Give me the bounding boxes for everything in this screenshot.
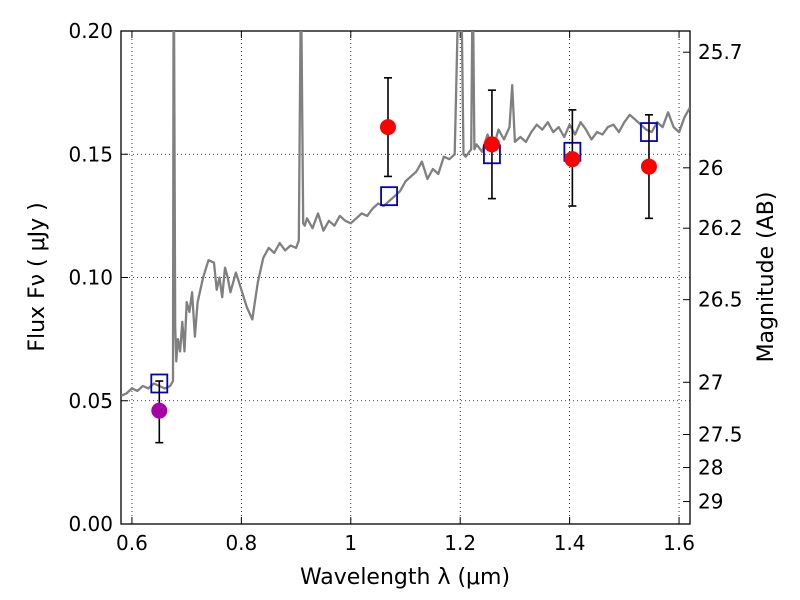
x-tick-label: 1.2 xyxy=(444,531,476,555)
right-axis-tick-label: 29 xyxy=(698,490,723,514)
grid xyxy=(121,30,690,525)
x-axis-label: Wavelength λ (μm) xyxy=(300,565,510,590)
x-tick-label: 0.8 xyxy=(225,531,257,555)
y-tick-label: 0.10 xyxy=(68,266,113,290)
observed-data-point xyxy=(564,151,581,168)
right-axis-tick-label: 27.5 xyxy=(698,423,743,447)
model-sed-line xyxy=(121,31,690,397)
right-axis-tick-label: 25.7 xyxy=(698,40,743,64)
observed-data-point xyxy=(640,158,657,175)
observed-data-point xyxy=(379,119,396,136)
y-tick-label: 0.20 xyxy=(68,19,113,43)
y-tick-label: 0.00 xyxy=(68,512,113,536)
y-tick-label: 0.05 xyxy=(68,389,113,413)
marks-layer xyxy=(150,77,658,444)
right-axis-tick-label: 26.2 xyxy=(698,216,743,240)
right-axis-label: Magnitude (AB) xyxy=(754,192,779,363)
observed-data-point xyxy=(151,402,168,419)
model-photometry-square xyxy=(380,186,398,207)
observed-data-point xyxy=(483,136,500,153)
axis-ticks: 0.6 0.8 1 1.2 1.4 1.6 0.00 0.05 0.10 0.15 0.20 25.7… xyxy=(68,19,742,555)
y-tick-label: 0.15 xyxy=(68,142,113,166)
x-tick-label: 1.6 xyxy=(663,531,695,555)
y-axis-label: Flux Fν ( μJy ) xyxy=(25,202,50,351)
right-axis-tick-label: 26.5 xyxy=(698,288,743,312)
right-axis-tick-label: 26 xyxy=(698,156,723,180)
right-axis-tick-label: 28 xyxy=(698,456,723,480)
x-tick-label: 1 xyxy=(344,531,357,555)
x-tick-label: 1.4 xyxy=(554,531,586,555)
x-tick-label: 0.6 xyxy=(116,531,148,555)
series-layer xyxy=(121,31,690,397)
right-axis-tick-label: 27 xyxy=(698,370,723,394)
